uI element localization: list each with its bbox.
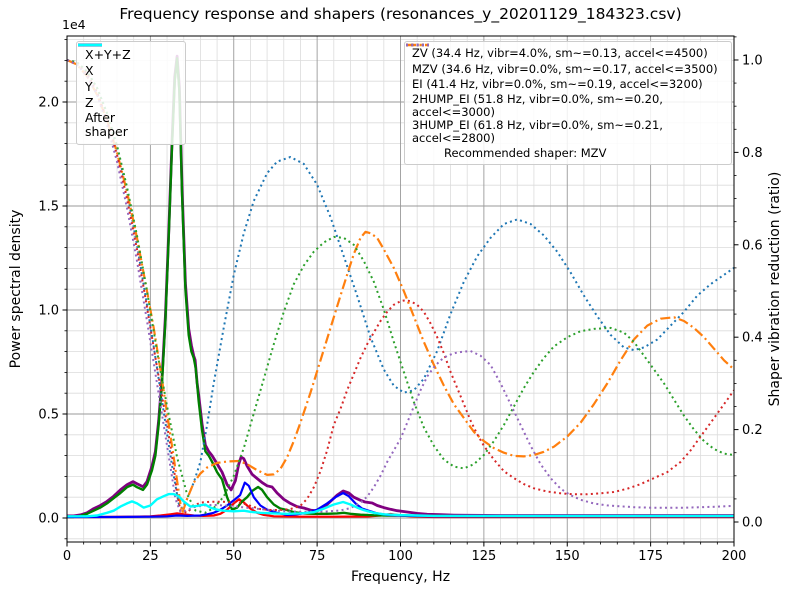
y-right-tick-label: 0.0 [742,515,763,530]
legend-recommended-shaper: Recommended shaper: MZV [412,146,724,162]
legend-label: Z [85,94,94,110]
legend-swatch-dashdot [406,43,429,47]
legend-label: EI (41.4 Hz, vibr=0.0%, sm~=0.19, accel<… [412,77,703,92]
y-axis-multiplier-label: 1e4 [62,17,86,32]
legend-label: X [85,62,94,78]
legend-item-x-y-z: X+Y+Z [78,43,177,63]
y-left-tick-label: 1.5 [38,199,59,214]
legend-psd: X+Y+Z X Y Z After shaper [76,41,186,145]
legend-item-3hump-ei: 3HUMP_EI (61.8 Hz, vibr=0.0%, sm~=0.21, … [406,43,724,146]
x-tick-label: 125 [471,549,496,564]
y-left-axis-label: Power spectral density [8,210,24,369]
x-tick-label: 150 [555,549,580,564]
recommended-shaper-text: Recommended shaper: MZV [444,145,607,160]
series-2hump-ei [67,59,734,514]
y-right-tick-label: 1.0 [742,53,763,68]
x-tick-label: 75 [309,549,326,564]
y-left-tick-label: 0.0 [38,511,59,526]
y-left-tick-label: 2.0 [38,95,59,110]
y-right-tick-label: 0.4 [742,331,763,346]
legend-item-ei: EI (41.4 Hz, vibr=0.0%, sm~=0.19, accel<… [406,43,724,93]
chart-title: Frequency response and shapers (resonanc… [119,5,682,23]
axis-titles: Frequency, Hz Power spectral density Shape… [8,172,783,585]
legend-item-2hump-ei: 2HUMP_EI (51.8 Hz, vibr=0.0%, sm~=0.20, … [406,43,724,119]
legend-item-z: Z [78,43,177,111]
legend-label: X+Y+Z [85,46,131,62]
series-3hump-ei [67,59,734,513]
series-after-shaper [67,492,734,518]
series [67,54,734,519]
legend-item-zv: ZV (34.4 Hz, vibr=4.0%, sm~=0.13, accel<… [406,43,724,62]
legend-swatch-dotted [406,43,429,47]
axis-ticks-and-labels: 0 25 50 75 100 125 150 175 200 0.0 0.5 1.0 1.5 2.0 0.0… [38,36,763,564]
legend-item-after-shaper: After shaper [78,43,177,140]
series-ei [67,59,734,514]
y-left-tick-label: 0.5 [38,407,59,422]
legend-shapers: ZV (34.4 Hz, vibr=4.0%, sm~=0.13, accel<… [404,41,732,166]
legend-item-x: X [78,43,177,79]
series-zv [67,59,734,510]
legend-item-mzv: MZV (34.6 Hz, vibr=0.0%, sm~=0.17, accel… [406,43,724,78]
legend-label: 3HUMP_EI (61.8 Hz, vibr=0.0%, sm~=0.21, … [412,118,663,146]
legend-swatch-solid [78,43,102,47]
legend-label: After shaper [85,110,128,140]
y-right-tick-label: 0.6 [742,238,763,253]
y-left-tick-label: 1.0 [38,303,59,318]
series-y [67,57,734,519]
y-right-axis-label: Shaper vibration reduction (ratio) [767,172,783,407]
series-mzv [67,59,734,514]
x-tick-label: 0 [63,549,71,564]
x-tick-label: 25 [142,549,159,564]
x-tick-label: 50 [225,549,242,564]
legend-label: ZV (34.4 Hz, vibr=4.0%, sm~=0.13, accel<… [412,46,708,61]
legend-item-y: Y [78,43,177,95]
x-tick-label: 175 [638,549,663,564]
legend-label: Y [85,78,93,94]
legend-label: MZV (34.6 Hz, vibr=0.0%, sm~=0.17, accel… [412,61,718,76]
x-tick-label: 100 [388,549,413,564]
x-tick-label: 200 [722,549,747,564]
legend-label: 2HUMP_EI (51.8 Hz, vibr=0.0%, sm~=0.20, … [412,91,663,119]
x-axis-label: Frequency, Hz [351,569,450,585]
y-right-tick-label: 0.8 [742,146,763,161]
y-right-tick-label: 0.2 [742,423,763,438]
